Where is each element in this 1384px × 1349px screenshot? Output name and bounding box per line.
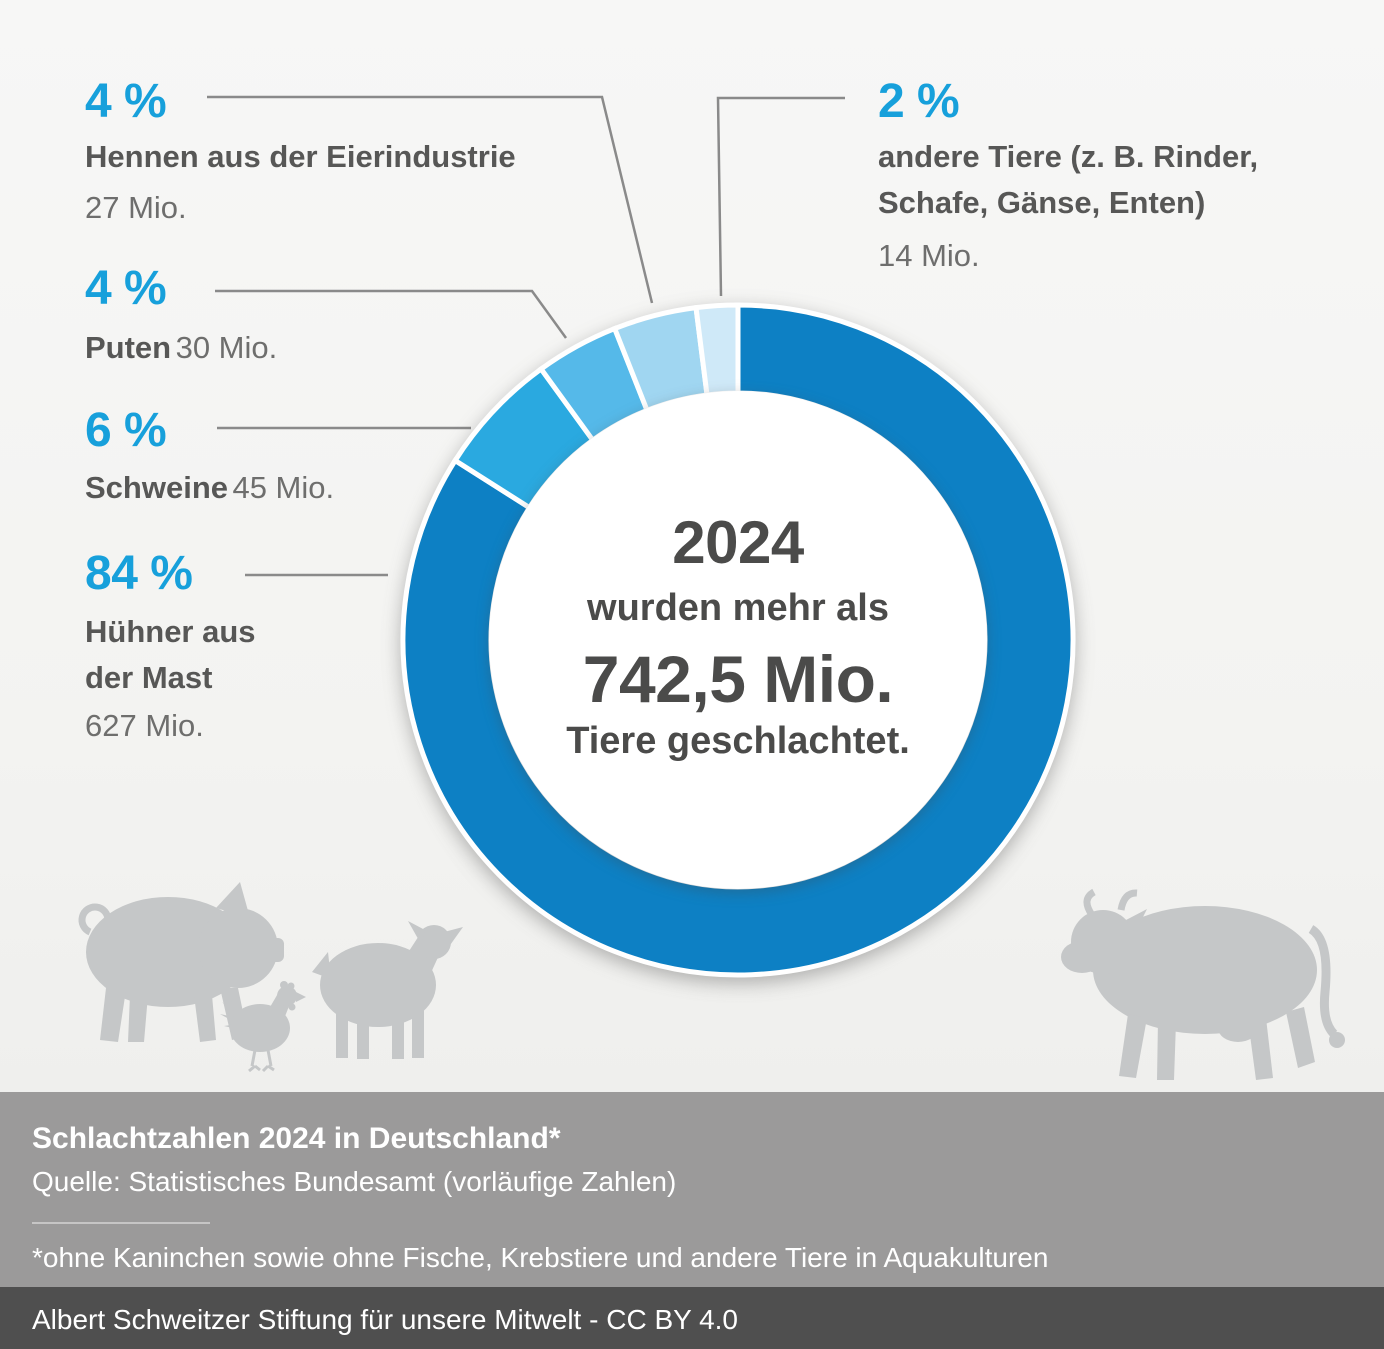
- callout-andere-name-line1: andere Tiere (z. B. Rinder,: [878, 139, 1259, 174]
- center-total: 742,5 Mio.: [582, 642, 894, 716]
- chicken-silhouette: [220, 981, 306, 1073]
- footer-source: Quelle: Statistisches Bundesamt (vorläuf…: [32, 1166, 677, 1197]
- footer-band: Schlachtzahlen 2024 in Deutschland* Quel…: [0, 1092, 1384, 1287]
- callout-hennen-name: Hennen aus der Eierindustrie: [85, 139, 516, 174]
- leader-line-andere: [716, 96, 845, 297]
- callout-andere-amount: 14 Mio.: [878, 238, 980, 273]
- callout-schweine-name: Schweine: [85, 470, 228, 505]
- leader-lines: [207, 95, 845, 577]
- callout-andere-name-line2: Schafe, Gänse, Enten): [878, 185, 1206, 220]
- callout-schweine-amount: 45 Mio.: [232, 470, 335, 505]
- callout-puten-line: Puten 30 Mio.: [85, 330, 277, 366]
- cow-silhouette: [1061, 888, 1345, 1080]
- callout-huehner-name-line2: der Mast: [85, 660, 213, 695]
- callout-hennen-percent: 4 %: [85, 75, 167, 128]
- callout-puten-name: Puten: [85, 330, 172, 365]
- callout-huehner-name-line1: Hühner aus: [85, 614, 256, 649]
- credit-text: Albert Schweitzer Stiftung für unsere Mi…: [32, 1304, 738, 1335]
- callout-huehner-percent: 84 %: [85, 547, 193, 600]
- credit-bar: Albert Schweitzer Stiftung für unsere Mi…: [0, 1287, 1384, 1349]
- callout-schweine-percent: 6 %: [85, 404, 167, 457]
- callout-huehner-amount: 627 Mio.: [85, 708, 204, 743]
- footer-title: Schlachtzahlen 2024 in Deutschland*: [32, 1122, 561, 1155]
- animal-silhouettes: [78, 882, 1345, 1080]
- lamb-silhouette: [312, 921, 463, 1059]
- footer-divider: [32, 1222, 210, 1224]
- leader-line-puten: [215, 289, 568, 339]
- center-subline: wurden mehr als: [587, 587, 889, 629]
- callout-puten-percent: 4 %: [85, 262, 167, 315]
- callout-schweine-line: Schweine 45 Mio.: [85, 470, 334, 506]
- donut-center-circle: [489, 391, 987, 889]
- callout-andere-percent: 2 %: [878, 75, 960, 128]
- callout-hennen-amount: 27 Mio.: [85, 190, 187, 225]
- leader-line-hennen: [207, 95, 654, 304]
- callout-puten-amount: 30 Mio.: [175, 330, 278, 365]
- center-year: 2024: [672, 509, 804, 576]
- donut-chart: [400, 302, 1076, 978]
- center-subline2: Tiere geschlachtet.: [566, 720, 910, 762]
- footer-footnote: *ohne Kaninchen sowie ohne Fische, Krebs…: [32, 1242, 1049, 1273]
